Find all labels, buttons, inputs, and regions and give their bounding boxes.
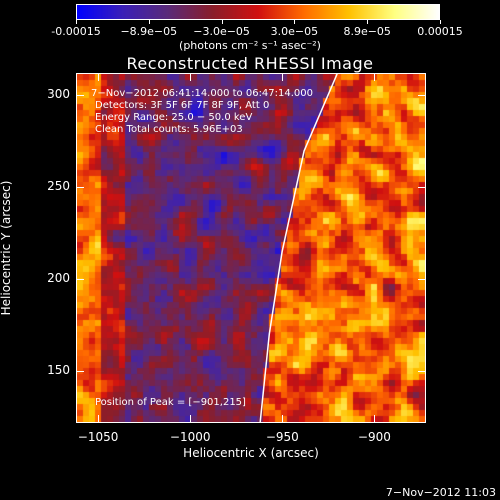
x-tickmark xyxy=(190,73,192,81)
y-tick-label: 200 xyxy=(47,271,70,286)
x-tickmark xyxy=(98,73,100,81)
y-tickmark xyxy=(418,279,426,281)
y-tickmark xyxy=(418,95,426,97)
x-tickmark xyxy=(374,73,376,81)
x-axis-label: Heliocentric X (arcsec) xyxy=(183,446,319,460)
x-tick-label: −950 xyxy=(265,430,299,444)
x-tickmark xyxy=(282,415,284,423)
y-tick-label: 250 xyxy=(47,179,70,194)
colorbar-tick-label: −8.9e−05 xyxy=(120,25,178,38)
x-tickmark xyxy=(98,415,100,423)
detectors-label: Detectors: 3F 5F 6F 7F 8F 9F, Att 0 xyxy=(95,100,270,111)
colorbar-tickmark xyxy=(294,20,296,24)
colorbar-units: (photons cm⁻² s⁻¹ asec⁻²) xyxy=(179,39,321,52)
colorbar-tick-label: 8.9e−05 xyxy=(343,25,391,38)
colorbar-tick-label: 3.0e−05 xyxy=(270,25,319,38)
y-tickmark xyxy=(76,187,84,189)
timestamp: 7−Nov−2012 11:03 xyxy=(385,486,496,499)
y-tick-label: 300 xyxy=(47,87,70,102)
solar-limb-line xyxy=(259,74,338,422)
method-counts-label: Clean Total counts: 5.96E+03 xyxy=(95,124,243,135)
image-heatmap xyxy=(77,74,425,422)
x-tick-label: −900 xyxy=(357,430,391,444)
colorbar-tickmark xyxy=(367,20,369,24)
energy-range-label: Energy Range: 25.0 − 50.0 keV xyxy=(95,112,253,123)
x-tickmark xyxy=(282,73,284,81)
time-range-label: 7−Nov−2012 06:41:14.000 to 06:47:14.000 xyxy=(91,88,314,99)
y-tickmark xyxy=(76,95,84,97)
colorbar xyxy=(76,4,440,20)
x-tickmark xyxy=(374,415,376,423)
colorbar-tickmark xyxy=(221,20,223,24)
x-tick-label: −1000 xyxy=(169,430,211,444)
rhessi-image: 7−Nov−2012 06:41:14.000 to 06:47:14.000 … xyxy=(76,73,426,423)
x-tickmark xyxy=(190,415,192,423)
y-tickmark xyxy=(418,371,426,373)
y-tickmark xyxy=(418,187,426,189)
y-tick-label: 150 xyxy=(47,363,70,378)
y-tickmark xyxy=(76,371,84,373)
y-tickmark xyxy=(76,279,84,281)
plot-title: Reconstructed RHESSI Image xyxy=(126,54,374,73)
colorbar-tick-label: 0.00015 xyxy=(417,25,463,38)
peak-position-label: Position of Peak = [−901,215] xyxy=(95,397,246,408)
colorbar-tickmark xyxy=(440,20,441,24)
colorbar-tick-label: -0.00015 xyxy=(51,25,101,38)
colorbar-tickmark xyxy=(76,20,77,24)
limb-curve xyxy=(259,74,338,422)
colorbar-tick-label: −3.0e−05 xyxy=(193,25,250,38)
y-axis-label: Heliocentric Y (arcsec) xyxy=(0,180,13,316)
x-tick-label: −1050 xyxy=(77,430,119,444)
colorbar-tickmark xyxy=(148,20,150,24)
